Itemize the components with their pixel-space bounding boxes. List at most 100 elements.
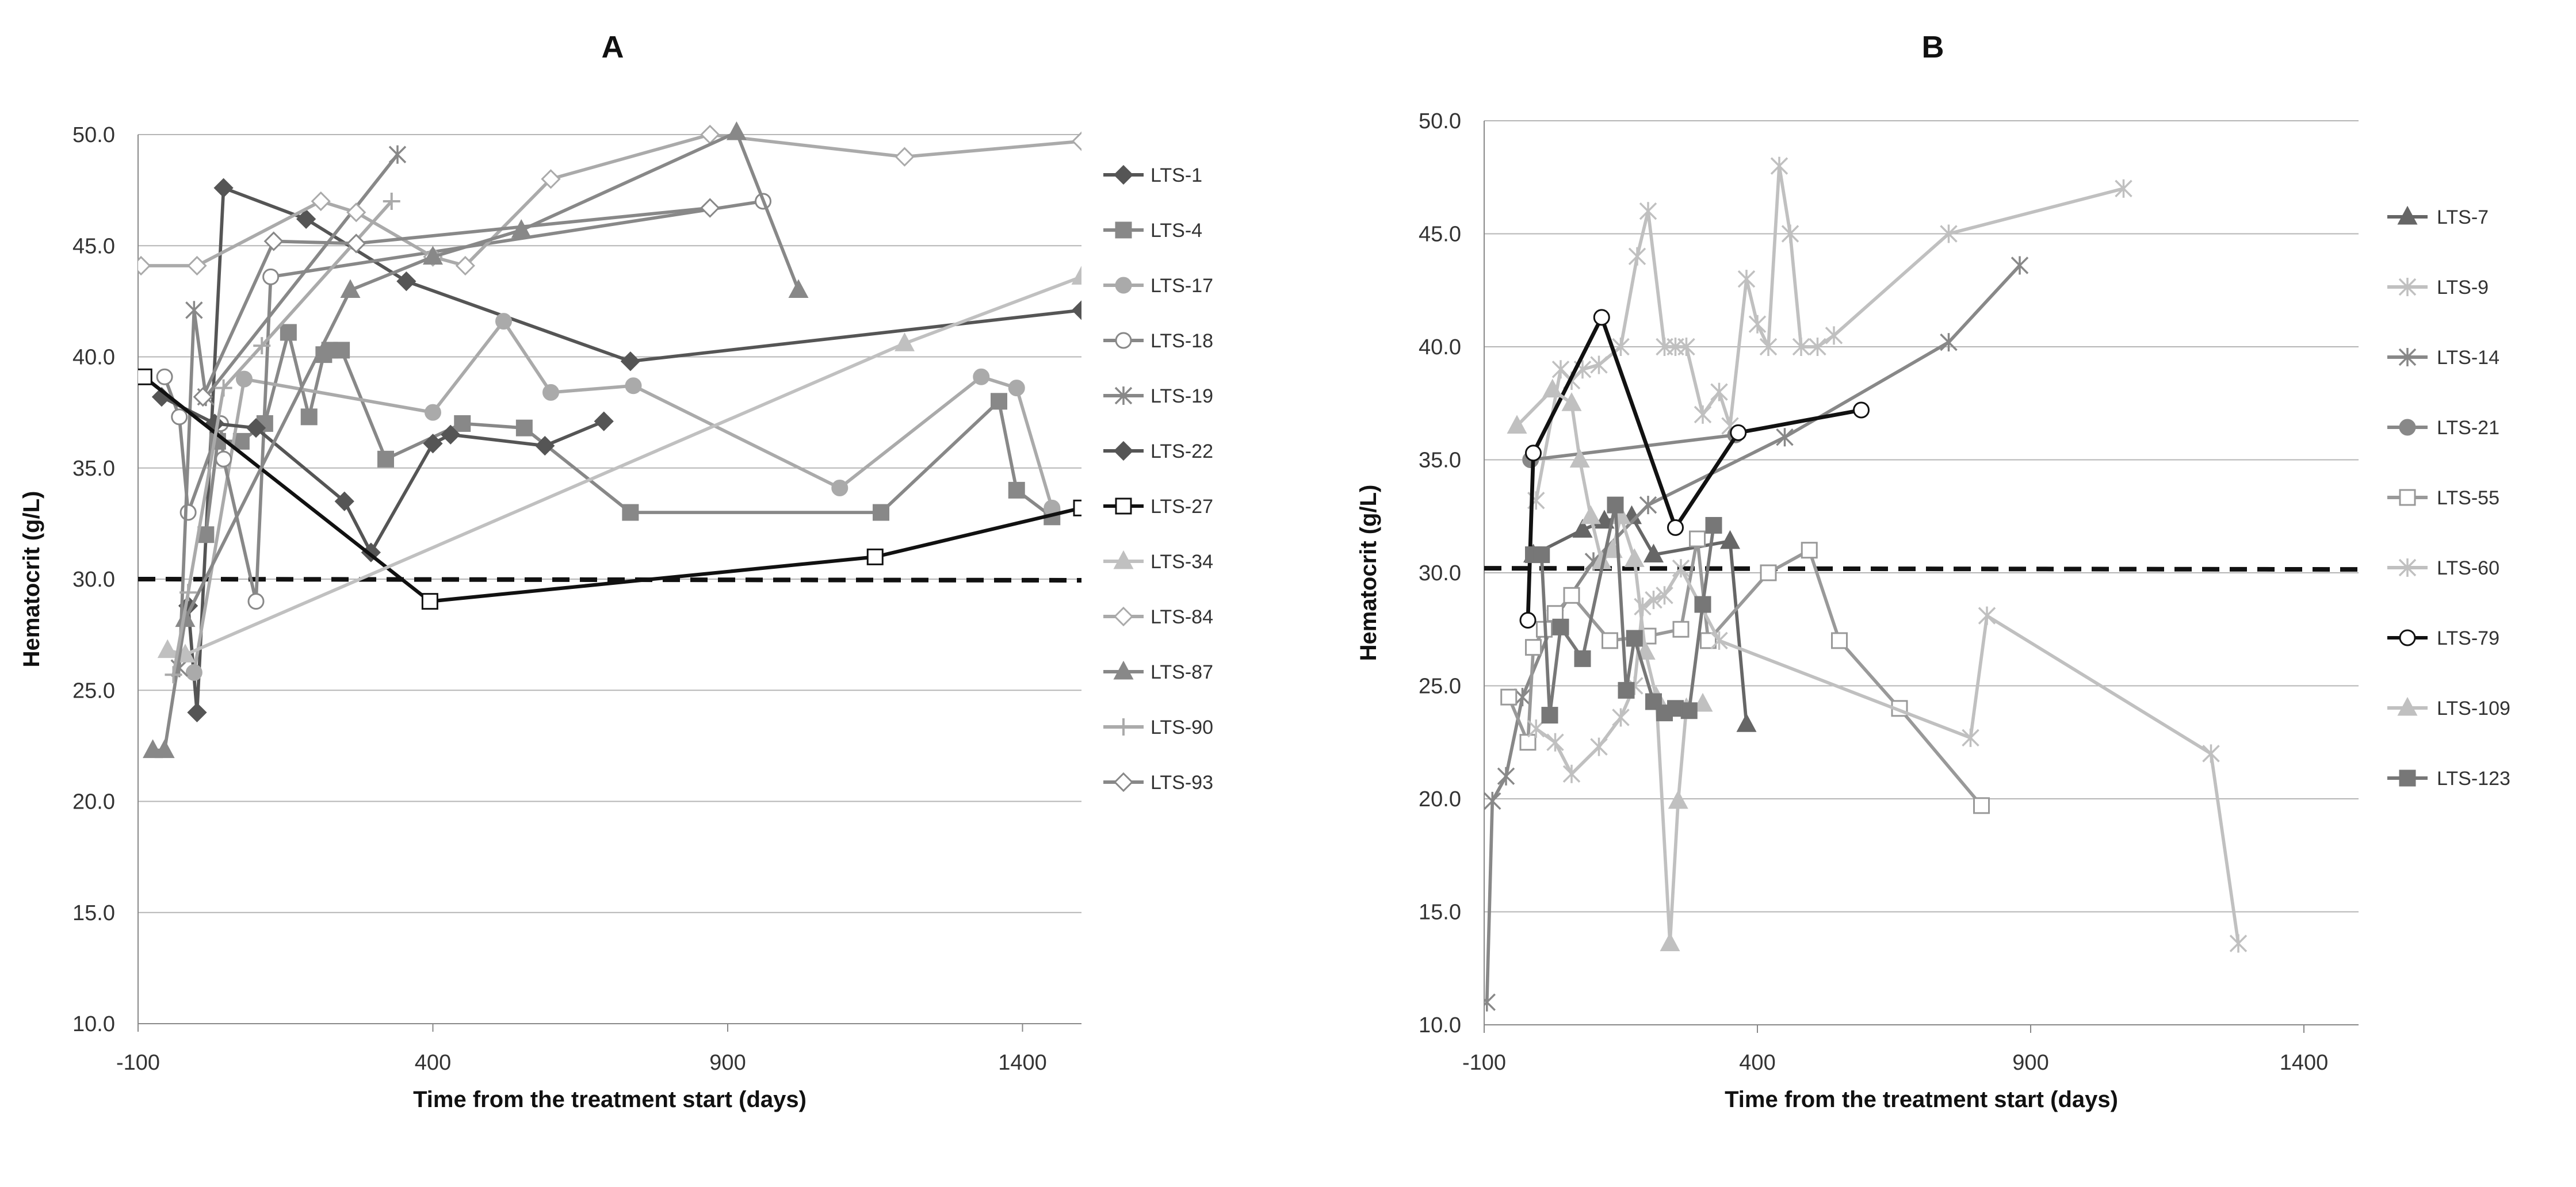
chart-a-line-lts-19	[177, 154, 399, 668]
chart-a-legend-label-lts-1: LTS-1	[1151, 164, 1202, 186]
chart-b-ytick-label-3: 25.0	[1419, 675, 1461, 699]
chart-b-line-lts-79	[1526, 315, 1862, 621]
chart-a-point-lts-87-1	[154, 739, 175, 759]
chart-a-point-lts-93-3	[700, 198, 720, 218]
chart-a-xtick-label-2: 900	[709, 1051, 746, 1075]
chart-b-ytick-label-1: 15.0	[1419, 901, 1461, 925]
chart-a-legend-marker-lts-87	[1113, 660, 1134, 680]
chart-a-point-lts-17-0	[185, 664, 202, 681]
chart-b-threshold-line	[1484, 566, 2359, 572]
chart-a-point-lts-4-8	[333, 342, 350, 359]
chart-b-xtick-label-3: 1400	[2280, 1051, 2329, 1075]
chart-b-ytick-label-4: 30.0	[1419, 561, 1461, 585]
chart-b-point-lts-9-20	[1809, 338, 1826, 356]
chart-b-legend-label-lts-7: LTS-7	[2437, 206, 2489, 228]
chart-a-point-lts-84-8	[895, 147, 915, 167]
chart-a-point-lts-27-1	[421, 593, 438, 610]
chart-a-line-lts-27	[143, 375, 1081, 603]
chart-b-point-lts-9-17	[1770, 156, 1788, 175]
chart-b-point-lts-55-9	[1689, 530, 1706, 547]
chart-a-line-lts-84	[141, 133, 1081, 267]
chart-a-ytick-label-7: 45.0	[72, 234, 115, 258]
chart-b-legend-marker-lts-9	[2398, 278, 2417, 296]
chart-b-point-lts-123-3	[1552, 618, 1569, 635]
chart-b-point-lts-55-11	[1760, 564, 1777, 581]
chart-b-ytick-label-8: 50.0	[1419, 109, 1461, 133]
chart-a-legend-label-lts-4: LTS-4	[1151, 220, 1202, 242]
chart-b-legend-item-lts-79: LTS-79	[2387, 627, 2499, 649]
chart-a-legend-item-lts-90: LTS-90	[1103, 717, 1213, 738]
chart-a-point-lts-18-5	[247, 593, 265, 610]
chart-a-legend-item-lts-87: LTS-87	[1103, 660, 1213, 683]
chart-a-xtick-label-1: 400	[415, 1051, 451, 1075]
chart-a-point-lts-1-5	[620, 351, 640, 372]
chart-b-point-lts-14-8	[1940, 333, 1958, 352]
chart-a-legend-item-lts-27: LTS-27	[1103, 496, 1213, 518]
chart-a-point-lts-87-3	[340, 279, 361, 298]
chart-b-series-lts-123	[1525, 496, 1722, 724]
chart-a-point-lts-93-0	[193, 386, 213, 407]
chart-a-point-lts-22-5	[423, 434, 443, 454]
chart-b-point-lts-79-1	[1525, 445, 1542, 462]
chart-a-point-lts-84-3	[346, 202, 366, 223]
chart-a-legend-marker-lts-93	[1113, 772, 1134, 792]
chart-b-y-axis-label: Hematocrit (g/L)	[1356, 485, 1381, 661]
chart-a-point-lts-17-2	[425, 404, 441, 421]
chart-b-point-lts-60-3	[1590, 737, 1608, 756]
chart-b-legend-marker-lts-14	[2398, 348, 2417, 366]
chart-b-ytick-label-5: 35.0	[1419, 449, 1461, 473]
chart-a-point-lts-4-9	[377, 450, 394, 468]
chart-b-legend-item-lts-109: LTS-109	[2387, 696, 2510, 719]
chart-b-point-lts-55-15	[1973, 797, 1990, 814]
chart-a-ytick-label-6: 40.0	[72, 346, 115, 370]
chart-a-legend-marker-lts-27	[1115, 497, 1132, 515]
chart-a-series-lts-90	[165, 192, 400, 684]
chart-b-legend-item-lts-60: LTS-60	[2387, 557, 2499, 579]
chart-a-point-lts-1-1	[187, 702, 207, 723]
chart-b-point-lts-55-5	[1563, 587, 1580, 604]
chart-b-legend-label-lts-55: LTS-55	[2437, 487, 2499, 509]
chart-b-line-lts-21	[1530, 433, 1736, 462]
chart-b-point-lts-55-13	[1831, 632, 1848, 649]
chart-b-point-lts-9-15	[1748, 315, 1767, 334]
chart-a-legend-label-lts-90: LTS-90	[1151, 717, 1213, 738]
chart-a-point-lts-22-3	[334, 491, 354, 511]
chart-a-threshold-line	[137, 577, 1082, 583]
chart-b-point-lts-9-12	[1710, 382, 1728, 401]
chart-a-point-lts-93-2	[346, 233, 366, 254]
chart-a-point-lts-17-3	[495, 313, 512, 330]
chart-a-point-lts-84-5	[455, 255, 475, 276]
chart-b-point-lts-60-2	[1562, 764, 1581, 783]
chart-a-point-lts-87-4	[422, 246, 444, 265]
chart-b-point-lts-109-0	[1507, 415, 1527, 434]
chart-b-point-lts-9-18	[1781, 224, 1799, 243]
chart-b-ytick-label-2: 20.0	[1419, 787, 1461, 811]
chart-b-legend-marker-lts-109	[2397, 696, 2418, 716]
chart-b-ytick-label-7: 45.0	[1419, 223, 1461, 247]
chart-a-series-lts-18	[156, 193, 771, 610]
chart-b-point-lts-123-13	[1705, 516, 1722, 534]
chart-b-point-lts-123-4	[1574, 650, 1591, 667]
chart-b-point-lts-109-11	[1660, 932, 1680, 952]
chart-a-legend-item-lts-1: LTS-1	[1103, 164, 1202, 186]
chart-a-point-lts-4-13	[873, 504, 889, 521]
chart-b-point-lts-7-4	[1643, 543, 1664, 563]
chart-a-point-lts-34-2	[894, 332, 915, 351]
chart-a-point-lts-27-3	[1073, 499, 1081, 516]
chart-b-point-lts-79-4	[1730, 424, 1747, 441]
chart-b-point-lts-79-3	[1667, 519, 1684, 536]
chart-b-legend-marker-lts-55	[2399, 489, 2416, 506]
chart-a-series-lts-1	[178, 178, 1081, 723]
chart-b-legend-label-lts-60: LTS-60	[2437, 557, 2499, 579]
chart-b-point-lts-55-4	[1547, 605, 1564, 622]
chart-b-point-lts-123-12	[1694, 596, 1711, 613]
chart-b-point-lts-9-11	[1694, 405, 1712, 424]
chart-a-point-lts-90-1	[179, 584, 197, 602]
chart-b-xtick-label-2: 900	[2012, 1051, 2048, 1075]
chart-b-line-lts-9	[1534, 164, 2124, 501]
chart-a-series-lts-17	[185, 313, 1061, 681]
chart-a-point-lts-90-2	[215, 379, 232, 397]
chart-b-legend-item-lts-7: LTS-7	[2387, 205, 2489, 228]
chart-a-legend-label-lts-84: LTS-84	[1151, 606, 1213, 628]
